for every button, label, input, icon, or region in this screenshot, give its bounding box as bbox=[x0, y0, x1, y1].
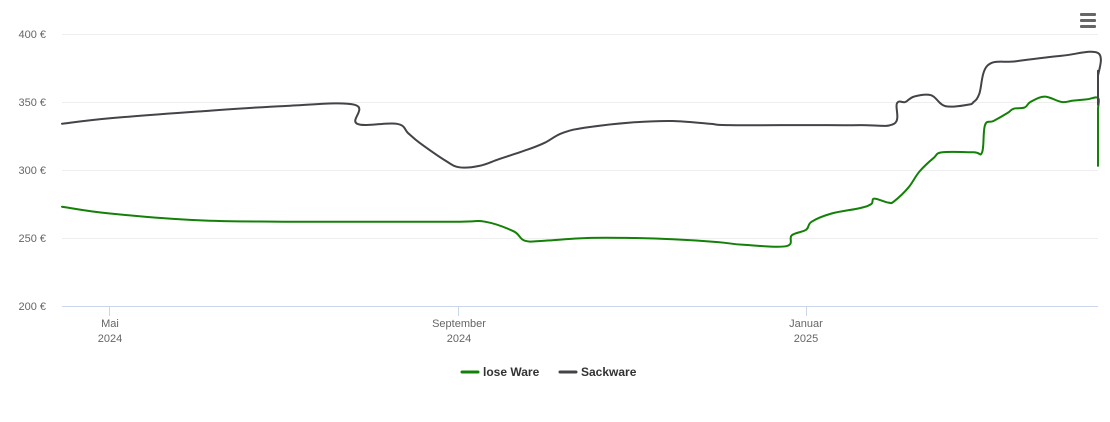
x-tick-label-year: 2024 bbox=[447, 333, 471, 345]
chart-menu-button[interactable] bbox=[1076, 10, 1100, 32]
x-tick-label-month: September bbox=[432, 318, 486, 330]
x-tick-label-month: Mai bbox=[101, 318, 119, 330]
x-tick-label-month: Januar bbox=[789, 318, 823, 330]
y-tick-label: 400 € bbox=[18, 29, 46, 41]
series-line-lose-ware[interactable] bbox=[61, 95, 1100, 248]
series-layer bbox=[61, 50, 1102, 248]
legend-item-sackware[interactable]: Sackware bbox=[558, 365, 637, 379]
legend: lose Ware Sackware bbox=[460, 365, 637, 379]
x-tick-label-year: 2024 bbox=[98, 333, 122, 345]
gridlines bbox=[62, 34, 1098, 239]
y-tick-label: 300 € bbox=[18, 165, 46, 177]
y-tick-label: 350 € bbox=[18, 97, 46, 109]
legend-item-lose-ware[interactable]: lose Ware bbox=[460, 365, 540, 379]
x-tick-label-year: 2025 bbox=[794, 333, 818, 345]
series-line-sackware[interactable] bbox=[61, 50, 1102, 169]
y-tick-label: 200 € bbox=[18, 301, 46, 313]
y-tick-label: 250 € bbox=[18, 233, 46, 245]
hamburger-menu-icon bbox=[1080, 13, 1096, 16]
x-axis: Mai 2024 September 2024 Januar 2025 bbox=[62, 306, 1098, 345]
hamburger-menu-icon-bar bbox=[1080, 19, 1096, 22]
hamburger-menu-icon-bar bbox=[1080, 25, 1096, 28]
y-axis: 400 € 350 € 300 € 250 € 200 € bbox=[18, 29, 46, 313]
legend-label: lose Ware bbox=[483, 365, 540, 379]
legend-label: Sackware bbox=[581, 365, 637, 379]
